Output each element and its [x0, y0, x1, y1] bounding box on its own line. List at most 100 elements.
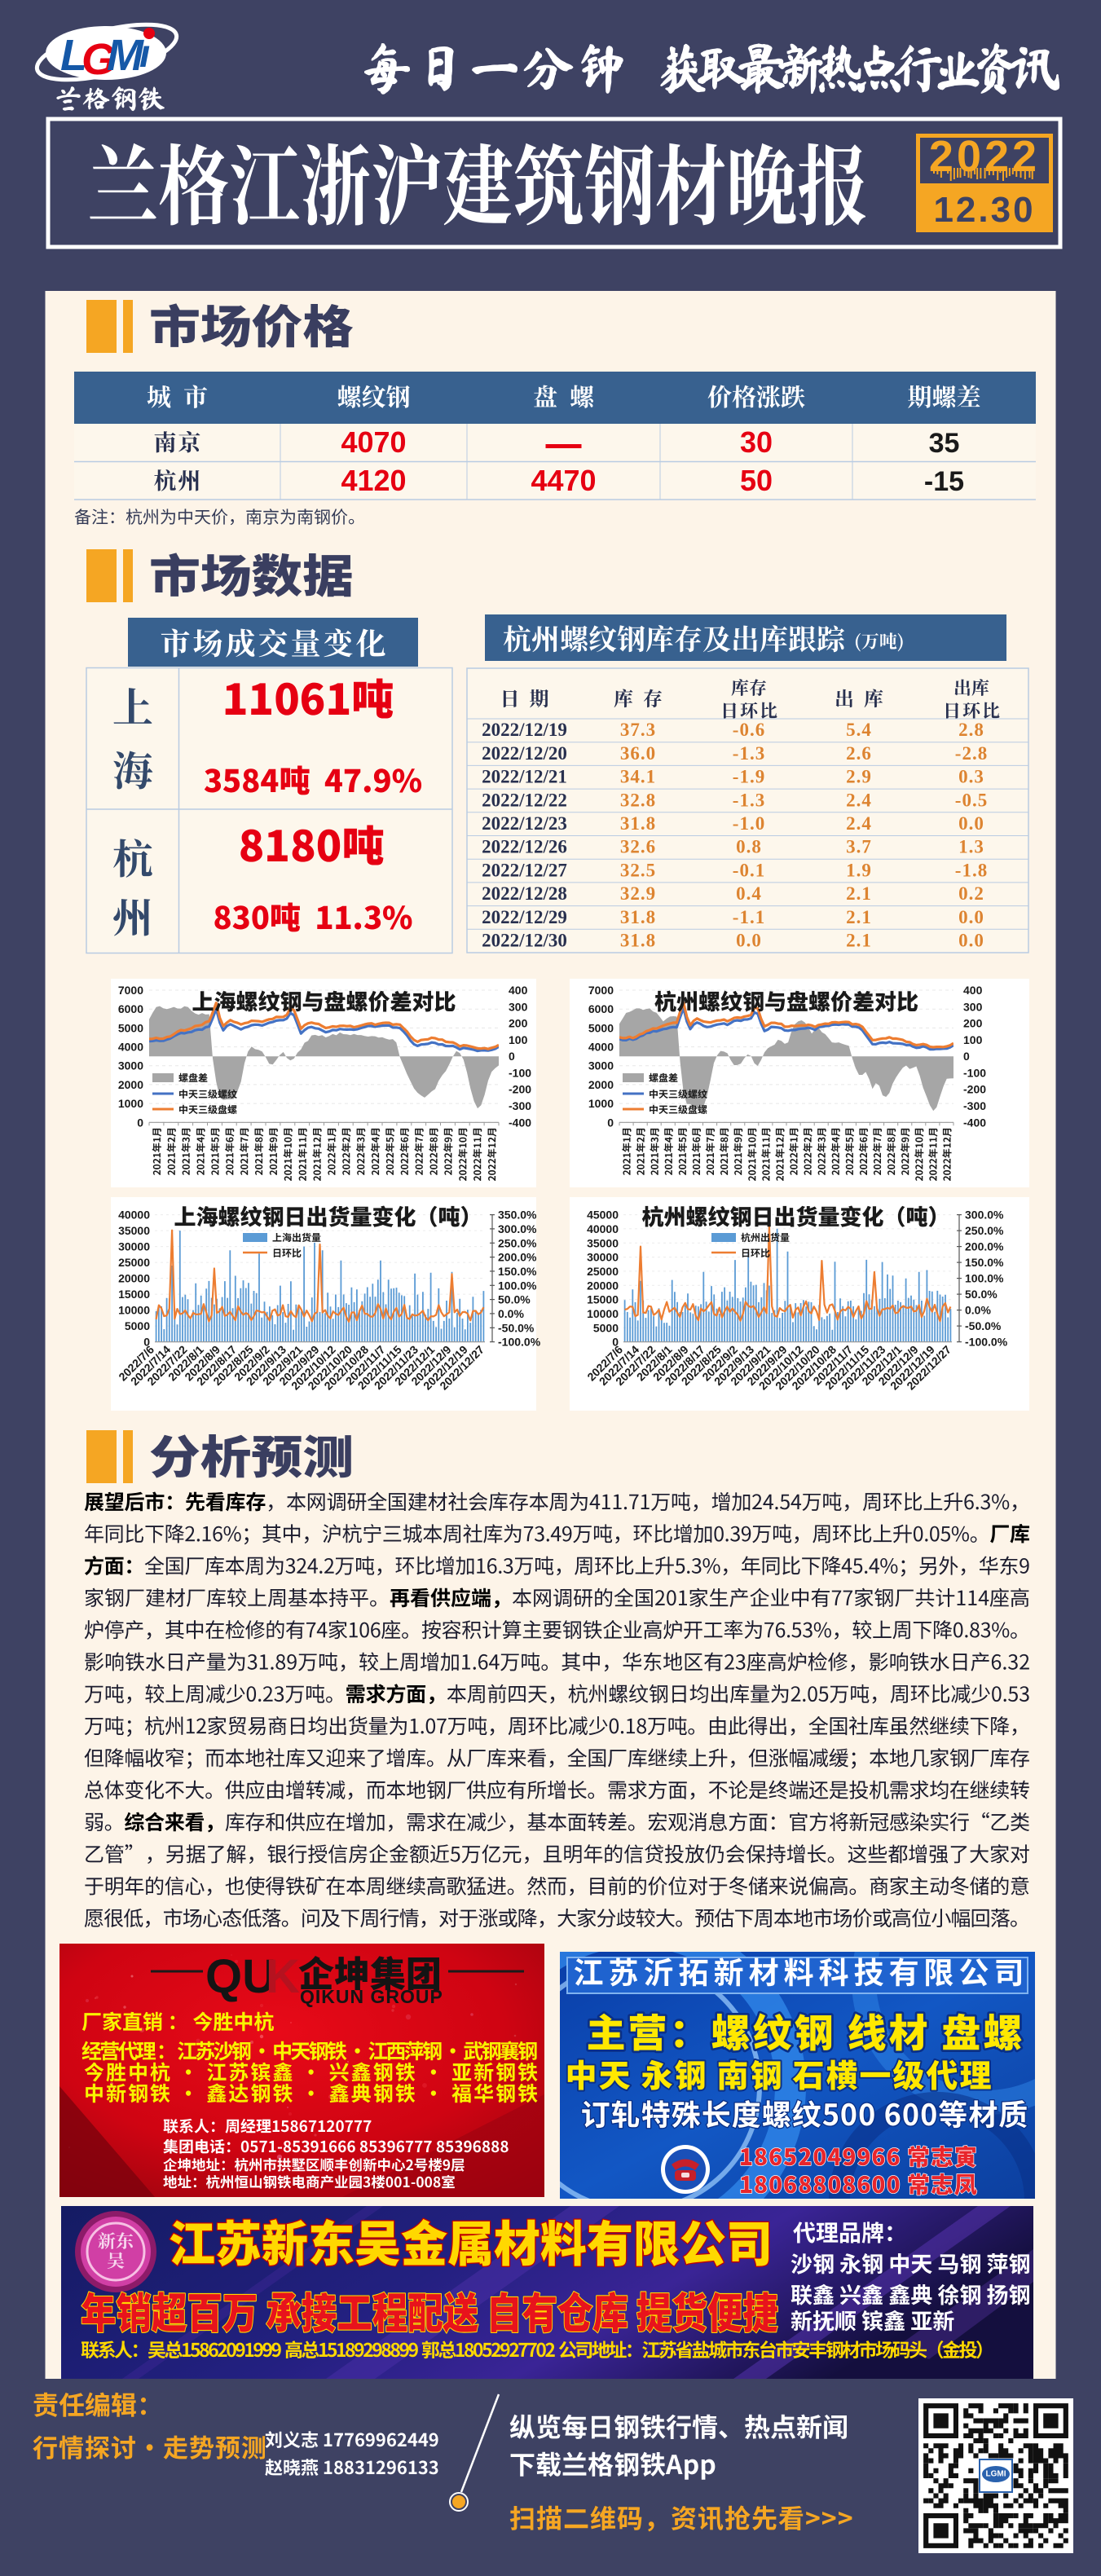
svg-text:-50.0%: -50.0% — [965, 1319, 1002, 1332]
svg-text:4470: 4470 — [531, 464, 596, 497]
svg-text:LGMI: LGMI — [986, 2470, 1006, 2479]
svg-text:0.2: 0.2 — [958, 883, 984, 904]
svg-text:50.0%: 50.0% — [498, 1293, 531, 1306]
svg-text:-15: -15 — [924, 466, 964, 497]
svg-text:2.4: 2.4 — [846, 813, 872, 834]
svg-text:2022/12/29: 2022/12/29 — [482, 907, 567, 927]
svg-text:100: 100 — [963, 1033, 983, 1046]
svg-text:2.9: 2.9 — [846, 767, 872, 787]
svg-text:-100.0%: -100.0% — [965, 1336, 1008, 1349]
svg-text:-400: -400 — [963, 1116, 986, 1129]
svg-text:20000: 20000 — [118, 1272, 150, 1285]
svg-text:0.0%: 0.0% — [965, 1304, 991, 1317]
svg-text:10000: 10000 — [118, 1304, 150, 1317]
svg-text:QU: QU — [205, 1950, 276, 2003]
svg-text:-200: -200 — [509, 1083, 531, 1096]
svg-text:-1.1: -1.1 — [733, 907, 765, 927]
svg-text:300: 300 — [509, 1000, 528, 1013]
svg-text:7000: 7000 — [118, 984, 143, 997]
svg-text:2022/12/21: 2022/12/21 — [482, 767, 567, 787]
svg-text:100: 100 — [509, 1033, 528, 1046]
svg-text:-300: -300 — [963, 1099, 986, 1112]
svg-text:35: 35 — [929, 428, 960, 459]
svg-text:32.6: 32.6 — [620, 837, 656, 857]
svg-text:2000: 2000 — [118, 1078, 143, 1091]
svg-text:2022/12/20: 2022/12/20 — [482, 743, 567, 764]
svg-text:1.9: 1.9 — [846, 860, 872, 880]
svg-text:-300: -300 — [509, 1099, 531, 1112]
svg-text:K: K — [266, 1950, 300, 2003]
svg-text:2.1: 2.1 — [846, 931, 872, 951]
svg-text:0.0: 0.0 — [736, 931, 762, 951]
svg-text:-0.1: -0.1 — [733, 860, 765, 880]
svg-text:6000: 6000 — [588, 1002, 614, 1015]
svg-text:-1.0: -1.0 — [733, 813, 765, 834]
svg-text:2022: 2022 — [929, 132, 1040, 181]
svg-text:2000: 2000 — [588, 1078, 614, 1091]
svg-text:4000: 4000 — [588, 1041, 614, 1054]
svg-text:100.0%: 100.0% — [498, 1279, 537, 1292]
svg-text:37.3: 37.3 — [620, 720, 656, 740]
svg-text:4000: 4000 — [118, 1041, 143, 1054]
svg-text:10000: 10000 — [587, 1307, 619, 1320]
svg-text:100.0%: 100.0% — [965, 1272, 1004, 1285]
svg-text:2.1: 2.1 — [846, 883, 872, 904]
svg-text:1000: 1000 — [588, 1097, 614, 1110]
svg-text:1.3: 1.3 — [958, 837, 984, 857]
svg-text:0.0: 0.0 — [958, 813, 984, 834]
svg-text:400: 400 — [963, 984, 983, 997]
svg-text:31.8: 31.8 — [620, 931, 656, 951]
svg-text:5000: 5000 — [118, 1021, 143, 1034]
svg-text:15000: 15000 — [587, 1293, 619, 1306]
svg-text:3000: 3000 — [588, 1059, 614, 1072]
svg-text:0.0: 0.0 — [958, 907, 984, 927]
svg-text:250.0%: 250.0% — [965, 1224, 1004, 1237]
svg-text:150.0%: 150.0% — [498, 1265, 537, 1278]
svg-text:200.0%: 200.0% — [965, 1240, 1004, 1253]
svg-text:-100: -100 — [963, 1066, 986, 1079]
svg-text:2022/12/23: 2022/12/23 — [482, 813, 567, 834]
svg-text:7000: 7000 — [588, 984, 614, 997]
svg-text:40000: 40000 — [118, 1209, 150, 1222]
svg-text:-1.3: -1.3 — [733, 743, 765, 764]
svg-text:2022/12/27: 2022/12/27 — [482, 860, 567, 880]
svg-text:200.0%: 200.0% — [498, 1251, 537, 1264]
svg-text:300.0%: 300.0% — [965, 1209, 1004, 1222]
svg-text:35000: 35000 — [587, 1236, 619, 1249]
svg-text:2022/12/26: 2022/12/26 — [482, 837, 567, 857]
svg-text:0: 0 — [607, 1116, 614, 1129]
svg-text:-1.8: -1.8 — [955, 860, 988, 880]
svg-text:0: 0 — [612, 1336, 619, 1349]
svg-text:QIKUN GROUP: QIKUN GROUP — [300, 1986, 443, 2007]
svg-text:15000: 15000 — [118, 1288, 150, 1301]
svg-text:-200: -200 — [963, 1083, 986, 1096]
svg-text:350.0%: 350.0% — [498, 1209, 537, 1222]
svg-text:32.9: 32.9 — [620, 883, 656, 904]
svg-text:G: G — [81, 35, 116, 84]
svg-text:4070: 4070 — [341, 425, 406, 459]
svg-text:2022/12/28: 2022/12/28 — [482, 883, 567, 904]
svg-text:2022/12/30: 2022/12/30 — [482, 931, 567, 951]
svg-text:5000: 5000 — [588, 1021, 614, 1034]
svg-text:-0.5: -0.5 — [955, 790, 988, 810]
svg-text:0.0%: 0.0% — [498, 1307, 524, 1320]
svg-text:-100: -100 — [509, 1066, 531, 1079]
svg-text:25000: 25000 — [118, 1256, 150, 1269]
svg-text:2.1: 2.1 — [846, 907, 872, 927]
svg-text:-100.0%: -100.0% — [498, 1336, 541, 1349]
svg-text:30000: 30000 — [587, 1251, 619, 1264]
svg-text:30: 30 — [740, 425, 773, 459]
svg-text:25000: 25000 — [587, 1265, 619, 1278]
svg-text:0: 0 — [137, 1116, 143, 1129]
svg-text:0: 0 — [143, 1336, 150, 1349]
svg-text:34.1: 34.1 — [620, 767, 656, 787]
svg-text:30000: 30000 — [118, 1240, 150, 1253]
svg-text:50.0%: 50.0% — [965, 1288, 998, 1301]
svg-text:32.8: 32.8 — [620, 790, 656, 810]
svg-text:-0.6: -0.6 — [733, 720, 765, 740]
svg-text:-50.0%: -50.0% — [498, 1321, 535, 1334]
svg-text:40000: 40000 — [587, 1222, 619, 1235]
svg-text:-2.8: -2.8 — [955, 743, 988, 764]
svg-text:2.6: 2.6 — [846, 743, 872, 764]
svg-text:-400: -400 — [509, 1116, 531, 1129]
